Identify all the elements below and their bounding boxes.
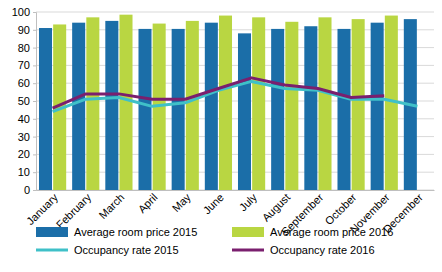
bar-series xyxy=(53,15,398,190)
y-tick-mark xyxy=(33,119,36,120)
x-tick-label: April xyxy=(136,191,160,215)
x-tick-label: May xyxy=(170,191,194,215)
legend-item: Average room price 2015 xyxy=(36,226,197,238)
bar xyxy=(105,21,118,190)
legend-item: Occupancy rate 2015 xyxy=(36,244,179,256)
y-tick-mark xyxy=(33,190,36,191)
y-tick-mark xyxy=(33,137,36,138)
y-tick-label: 50 xyxy=(18,95,30,107)
legend-label: Average room price 2016 xyxy=(270,226,393,238)
line xyxy=(53,78,385,108)
y-tick-mark xyxy=(33,172,36,173)
bar xyxy=(238,33,251,190)
y-tick-label: 90 xyxy=(18,24,30,36)
x-axis: JanuaryFebruaryMarchAprilMayJuneJulyAugu… xyxy=(24,190,435,238)
plot-area: 0102030405060708090100JanuaryFebruaryMar… xyxy=(12,6,435,238)
y-tick-label: 0 xyxy=(24,184,30,196)
y-tick-label: 20 xyxy=(18,148,30,160)
x-tick: February xyxy=(54,190,94,231)
legend: Average room price 2015 Average room pric… xyxy=(36,226,393,256)
x-tick: March xyxy=(96,190,126,221)
bar xyxy=(352,19,365,190)
x-tick: April xyxy=(136,190,160,215)
y-tick: 80 xyxy=(18,42,36,54)
x-axis-line xyxy=(37,190,435,191)
y-tick-label: 60 xyxy=(18,77,30,89)
y-tick-mark xyxy=(33,30,36,31)
x-tick-label: March xyxy=(96,191,126,221)
y-tick-label: 70 xyxy=(18,59,30,71)
y-axis-line xyxy=(33,13,37,191)
legend-label: Occupancy rate 2016 xyxy=(270,244,375,256)
legend-swatch xyxy=(232,249,264,252)
bar xyxy=(318,17,331,190)
bar xyxy=(304,26,317,190)
legend-item: Average room price 2016 xyxy=(232,226,393,238)
y-tick-mark xyxy=(33,154,36,155)
x-tick-label: June xyxy=(201,191,226,216)
chart: 0102030405060708090100JanuaryFebruaryMar… xyxy=(0,0,442,272)
y-tick: 100 xyxy=(12,6,36,18)
legend-item: Occupancy rate 2016 xyxy=(232,244,375,256)
legend-swatch xyxy=(36,249,68,252)
marks xyxy=(39,15,417,190)
bar xyxy=(271,29,284,190)
bar xyxy=(72,23,85,190)
y-tick-label: 30 xyxy=(18,131,30,143)
x-tick-label: February xyxy=(54,191,94,231)
y-tick: 20 xyxy=(18,148,36,160)
y-axis: 0 10 20 30 40 50 60 70 80 90 100 xyxy=(12,6,37,196)
y-tick-mark xyxy=(33,12,36,13)
legend-swatch xyxy=(232,227,264,237)
x-tick-label: August xyxy=(260,191,293,224)
y-tick: 10 xyxy=(18,166,36,178)
x-tick: July xyxy=(237,190,260,213)
bar xyxy=(285,22,298,190)
y-tick: 30 xyxy=(18,131,36,143)
y-tick-label: 100 xyxy=(12,6,30,18)
bar xyxy=(337,29,350,190)
bar xyxy=(138,29,151,190)
legend-swatch xyxy=(36,227,68,237)
y-tick-mark xyxy=(33,65,36,66)
y-tick: 60 xyxy=(18,77,36,89)
bar xyxy=(186,21,199,190)
bar xyxy=(371,23,384,190)
bar xyxy=(86,17,99,190)
y-tick-mark xyxy=(33,101,36,102)
y-tick: 70 xyxy=(18,59,36,71)
bar xyxy=(172,29,185,190)
y-tick: 90 xyxy=(18,24,36,36)
y-tick: 0 xyxy=(24,184,36,196)
bar xyxy=(252,17,265,190)
y-tick-label: 40 xyxy=(18,113,30,125)
bar xyxy=(119,15,132,190)
legend-label: Occupancy rate 2015 xyxy=(74,244,179,256)
y-tick-label: 10 xyxy=(18,166,30,178)
y-tick-label: 80 xyxy=(18,42,30,54)
legend-label: Average room price 2015 xyxy=(74,226,197,238)
x-tick: May xyxy=(170,190,194,214)
x-tick: June xyxy=(201,190,226,216)
grid-line xyxy=(36,12,434,13)
bar xyxy=(219,16,232,190)
bar xyxy=(39,28,52,190)
y-tick-mark xyxy=(33,83,36,84)
x-tick-label: July xyxy=(237,191,260,214)
y-tick-mark xyxy=(33,48,36,49)
bar xyxy=(205,23,218,190)
grid xyxy=(36,12,434,190)
x-tick: August xyxy=(260,190,293,224)
y-tick: 40 xyxy=(18,113,36,125)
y-tick: 50 xyxy=(18,95,36,107)
